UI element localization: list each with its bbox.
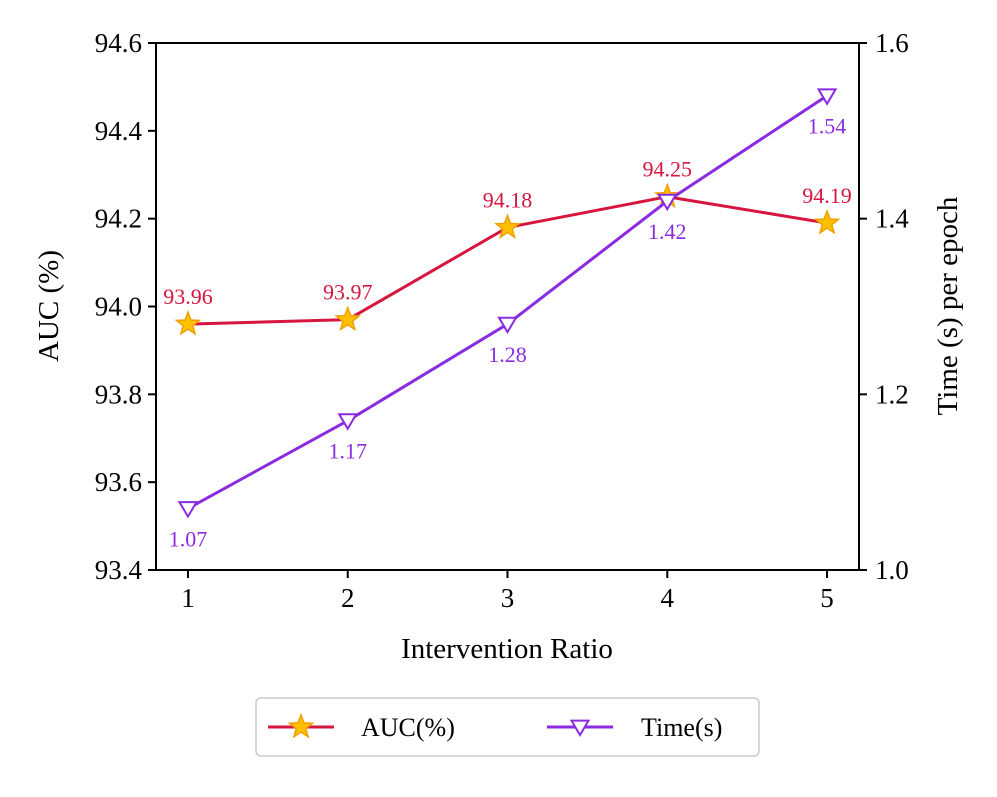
legend-time-triangle-icon [569,719,591,738]
legend-auc-label: AUC(%) [361,713,455,742]
left-y-tick-label: 94.2 [95,204,142,234]
legend-box [255,697,760,757]
right-y-tick-label: 1.4 [875,204,909,234]
right-y-tick-label: 1.2 [875,379,909,409]
left-y-tick-label: 94.4 [95,116,143,146]
auc-data-label: 93.97 [323,280,373,305]
auc-data-label: 93.96 [163,284,213,309]
x-tick-label: 2 [341,583,355,613]
x-tick-label: 4 [661,583,675,613]
legend-triangle-marker [569,719,591,738]
x-axis-title: Intervention Ratio [401,633,613,665]
time-data-label: 1.42 [648,219,687,244]
legend: AUC(%) Time(s) [255,697,760,757]
left-y-tick-label: 94.6 [95,28,142,58]
time-data-point [816,88,838,106]
left-y-axis-title: AUC (%) [33,250,65,362]
auc-data-label: 94.18 [483,187,533,212]
right-y-tick-label: 1.0 [875,555,909,585]
time-data-label: 1.28 [488,342,527,367]
legend-time-label: Time(s) [641,713,722,742]
time-data-point [337,413,358,431]
legend-star-marker [287,712,315,739]
time-data-point [497,316,518,335]
ticks-layer: 1 2 3 4 5 93.4 93.6 93.8 94.0 94.2 94.4 94.6 1.0 1.2 1… [95,28,910,613]
right-y-axis-title: Time (s) per epoch [932,196,964,415]
x-tick-label: 5 [820,583,834,613]
time-data-label: 1.17 [328,439,367,464]
left-y-tick-label: 94.0 [95,292,142,322]
auc-data-point [813,208,841,235]
auc-data-label: 94.25 [643,157,693,182]
x-tick-label: 3 [501,583,515,613]
auc-data-point [174,309,202,336]
time-data-label: 1.07 [169,527,208,552]
left-y-tick-label: 93.6 [95,467,142,497]
series-layer [174,88,841,519]
legend-auc-star-icon [287,712,315,739]
right-y-tick-label: 1.6 [875,28,909,58]
auc-data-label: 94.19 [802,183,852,208]
auc-data-point [334,305,362,332]
left-y-tick-label: 93.4 [95,555,143,585]
time-data-point [657,193,678,212]
time-data-point [177,501,199,519]
data-labels-layer: 93.96 93.97 94.18 94.25 94.19 1.07 1.17 1.28 1.4… [163,114,852,552]
auc-data-point [494,213,521,239]
x-tick-label: 1 [181,583,195,613]
time-data-label: 1.54 [808,114,847,139]
left-y-tick-label: 93.8 [95,379,142,409]
